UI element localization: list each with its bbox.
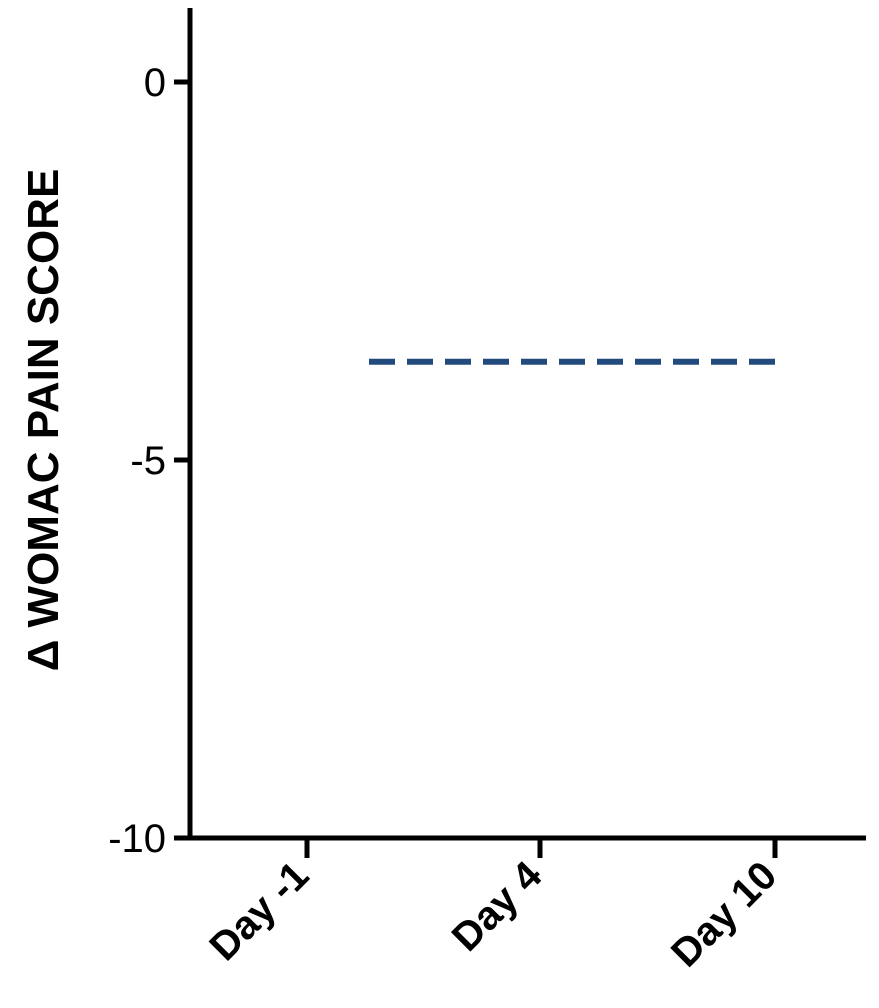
y-tick-label: -10 (108, 817, 166, 861)
x-tick-label: Day -1 (201, 853, 317, 969)
y-tick-label: 0 (144, 61, 166, 105)
x-ticks: Day -1 Day 4 Day 10 (201, 838, 785, 976)
x-tick-label: Day 4 (444, 853, 551, 960)
y-tick-label: -5 (130, 439, 166, 483)
y-ticks: 0 -5 -10 (108, 61, 190, 861)
x-tick-label: Day 10 (663, 853, 785, 975)
y-axis-title: Δ WOMAC PAIN SCORE (19, 169, 68, 672)
